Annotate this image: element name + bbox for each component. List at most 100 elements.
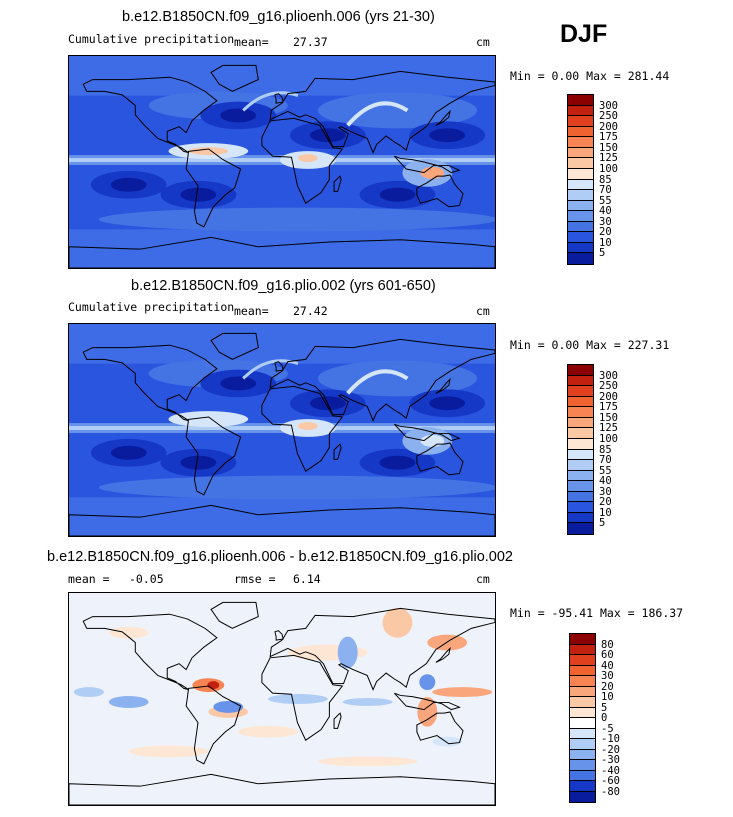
- colorbar-tick-label: -80: [601, 785, 620, 798]
- colorbar-tick-label: 5: [601, 701, 608, 714]
- panel-1-unit: cm: [476, 35, 490, 49]
- colorbar-tick-label: 100: [599, 162, 618, 175]
- panel-2-colorbar: [567, 364, 594, 535]
- colorbar-tick-label: 100: [599, 432, 618, 445]
- colorbar-tick-label: 200: [599, 120, 618, 133]
- colorbar-cell: [570, 665, 595, 676]
- colorbar-cell: [568, 95, 593, 106]
- panel-1-minmax: Min = 0.00 Max = 281.44: [510, 69, 670, 83]
- colorbar-cell: [568, 417, 593, 429]
- season-label: DJF: [560, 20, 608, 48]
- colorbar-tick-label: 200: [599, 390, 618, 403]
- panel-2-minmax: Min = 0.00 Max = 227.31: [510, 338, 670, 352]
- colorbar-tick-label: 40: [599, 475, 612, 488]
- panel-3-map: [68, 592, 496, 806]
- panel-2-title: b.e12.B1850CN.f09_g16.plio.002 (yrs 601-…: [131, 278, 436, 294]
- colorbar-cell: [568, 460, 593, 471]
- colorbar-tick-label: 250: [599, 380, 618, 393]
- colorbar-tick-label: 40: [599, 205, 612, 218]
- colorbar-cell: [570, 634, 595, 645]
- panel-2-mean-label: mean=: [234, 304, 269, 318]
- colorbar-cell: [568, 481, 593, 492]
- panel-2-map: [68, 323, 496, 537]
- colorbar-tick-label: -30: [601, 754, 620, 766]
- colorbar-cell: [570, 655, 595, 666]
- colorbar-cell: [568, 147, 593, 159]
- colorbar-cell: [568, 502, 593, 513]
- colorbar-tick-label: 150: [599, 141, 618, 154]
- colorbar-cell: [570, 718, 595, 729]
- panel-1-colorbar: [567, 94, 594, 265]
- panel-1-map: [68, 55, 496, 269]
- panel-3-minmax: Min = -95.41 Max = 186.37: [510, 606, 684, 620]
- colorbar-tick-label: 0: [601, 712, 608, 724]
- colorbar-cell: [568, 211, 593, 222]
- colorbar-tick-label: 30: [599, 485, 612, 498]
- colorbar-cell: [568, 407, 593, 418]
- colorbar-cell: [568, 168, 593, 180]
- colorbar-cell: [568, 396, 593, 408]
- colorbar-cell: [570, 676, 595, 687]
- colorbar-tick-label: -5: [601, 722, 614, 735]
- colorbar-tick-label: 300: [599, 99, 618, 112]
- colorbar-cell: [568, 365, 593, 376]
- panel-3-colorbar: [569, 633, 596, 803]
- colorbar-cell: [568, 105, 593, 117]
- colorbar-tick-label: 10: [601, 691, 614, 703]
- colorbar-tick-label: -40: [601, 764, 620, 777]
- panel-2-unit: cm: [476, 304, 490, 318]
- colorbar-tick-label: 175: [599, 131, 618, 144]
- colorbar-cell: [568, 200, 593, 212]
- colorbar-tick-label: -10: [601, 733, 620, 745]
- colorbar-tick-label: 55: [599, 194, 612, 207]
- colorbar-cell: [568, 449, 593, 461]
- colorbar-cell: [568, 438, 593, 450]
- colorbar-cell: [568, 253, 593, 264]
- colorbar-cell: [568, 158, 593, 169]
- colorbar-tick-label: 60: [601, 649, 614, 661]
- colorbar-cell: [568, 116, 593, 127]
- panel-3-title: b.e12.B1850CN.f09_g16.plioenh.006 - b.e1…: [47, 549, 513, 565]
- colorbar-tick-label: 300: [599, 369, 618, 382]
- colorbar-cell: [568, 512, 593, 524]
- colorbar-tick-label: 55: [599, 464, 612, 477]
- panel-1-title: b.e12.B1850CN.f09_g16.plioenh.006 (yrs 2…: [122, 9, 435, 25]
- colorbar-tick-label: 30: [601, 670, 614, 682]
- panel-1-mean-label: mean=: [234, 35, 269, 49]
- colorbar-tick-label: 85: [599, 173, 612, 186]
- colorbar-cell: [568, 470, 593, 482]
- colorbar-tick-label: 5: [599, 517, 606, 530]
- colorbar-cell: [570, 739, 595, 750]
- colorbar-cell: [570, 644, 595, 655]
- colorbar-tick-label: 40: [601, 659, 614, 672]
- colorbar-cell: [570, 728, 595, 739]
- colorbar-tick-label: 10: [599, 506, 612, 519]
- colorbar-cell: [568, 221, 593, 233]
- colorbar-tick-label: 20: [599, 496, 612, 509]
- panel-3-mean-label: mean =: [68, 572, 110, 586]
- colorbar-cell: [568, 190, 593, 201]
- panel-3-rmse-label: rmse =: [234, 572, 276, 586]
- colorbar-tick-label: -20: [601, 743, 620, 756]
- colorbar-tick-label: 20: [599, 226, 612, 239]
- colorbar-tick-label: 30: [599, 215, 612, 228]
- colorbar-tick-label: 150: [599, 411, 618, 424]
- colorbar-cell: [570, 707, 595, 718]
- colorbar-tick-label: 20: [601, 680, 614, 693]
- colorbar-cell: [570, 697, 595, 708]
- panel-3-mean-value: -0.05: [129, 572, 164, 586]
- colorbar-cell: [568, 428, 593, 439]
- colorbar-cell: [570, 686, 595, 697]
- colorbar-cell: [568, 179, 593, 191]
- colorbar-tick-label: -60: [601, 775, 620, 787]
- colorbar-cell: [570, 791, 595, 802]
- colorbar-cell: [570, 749, 595, 760]
- panel-3-unit: cm: [476, 572, 490, 586]
- colorbar-tick-label: 80: [601, 638, 614, 651]
- colorbar-tick-label: 70: [599, 184, 612, 197]
- colorbar-tick-label: 250: [599, 110, 618, 123]
- colorbar-cell: [568, 126, 593, 138]
- colorbar-cell: [568, 232, 593, 243]
- colorbar-cell: [568, 375, 593, 387]
- colorbar-tick-label: 5: [599, 247, 606, 260]
